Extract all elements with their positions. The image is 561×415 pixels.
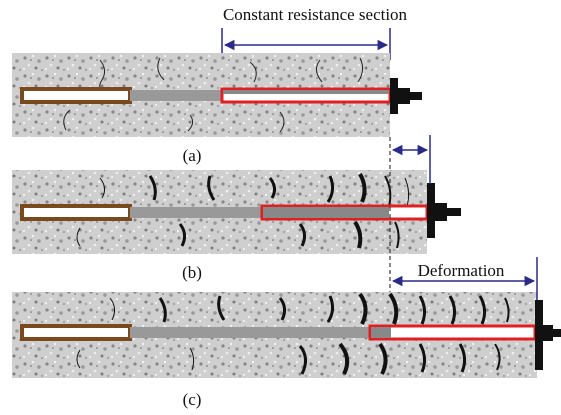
title: Constant resistance section [223,5,408,24]
panel-label: (c) [183,390,202,409]
deformation-label: Deformation [418,261,505,280]
panel-label: (a) [183,146,202,165]
panel-label: (b) [182,263,202,282]
panel-b: (b) [12,135,461,282]
panel-c: Deformation (c) [12,257,561,409]
panel-a: (a) [12,53,422,165]
